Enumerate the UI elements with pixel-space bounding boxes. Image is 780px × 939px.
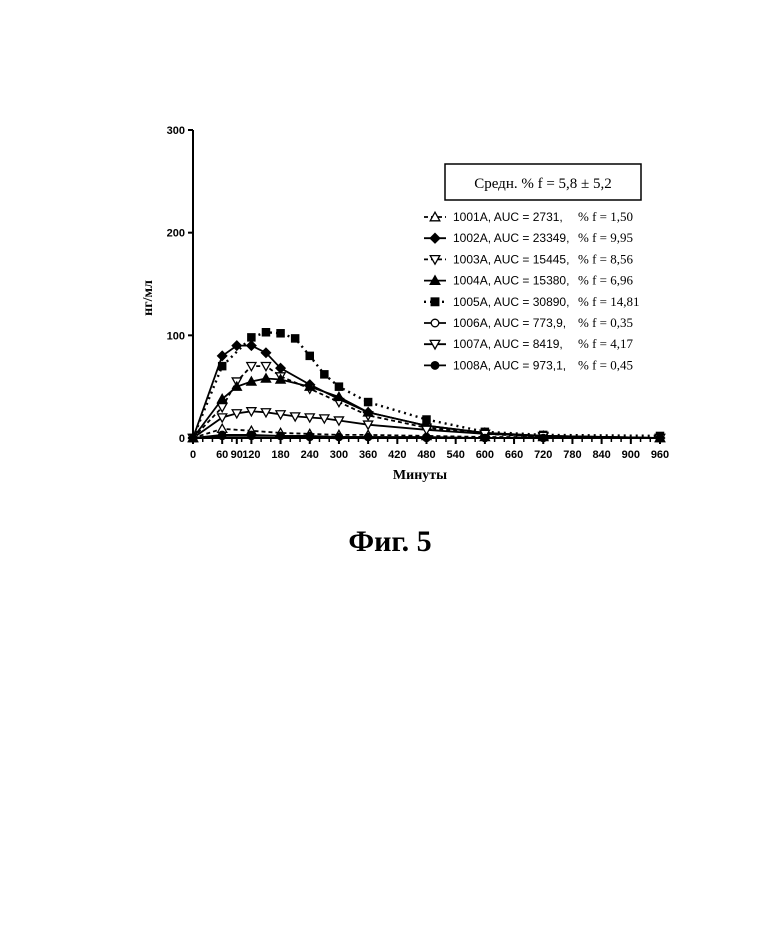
legend-f-value: % f = 0,45 — [578, 357, 633, 372]
y-tick-label: 200 — [167, 228, 185, 240]
y-tick-label: 300 — [167, 125, 185, 137]
data-point — [335, 383, 342, 390]
data-point — [540, 434, 547, 441]
x-tick-label: 960 — [651, 449, 669, 461]
x-tick-label: 900 — [622, 449, 640, 461]
legend-f-value: % f = 9,95 — [578, 230, 633, 245]
data-point — [277, 432, 284, 439]
data-point — [306, 352, 313, 359]
data-point — [431, 319, 439, 327]
data-point — [261, 363, 270, 371]
legend-label: 1004A, AUC = 15380, — [453, 274, 569, 288]
data-point — [365, 398, 372, 405]
data-point — [219, 432, 226, 439]
data-point — [430, 233, 440, 243]
data-point — [248, 334, 255, 341]
x-tick-label: 240 — [301, 449, 319, 461]
legend-entry: 1002A, AUC = 23349, % f = 9,95 — [424, 230, 633, 245]
legend-entry: 1006A, AUC = 773,9, % f = 0,35 — [424, 315, 633, 330]
legend-f-value: % f = 14,81 — [578, 294, 640, 309]
x-tick-label: 480 — [417, 449, 435, 461]
legend-f-value: % f = 0,35 — [578, 315, 633, 330]
data-point — [481, 434, 488, 441]
data-point — [247, 341, 256, 350]
figure-caption: Фиг. 5 — [0, 525, 780, 559]
x-tick-label: 720 — [534, 449, 552, 461]
summary-box: Средн. % f = 5,8 ± 5,2 — [445, 164, 641, 200]
legend-entry: 1003A, AUC = 15445, % f = 8,56 — [424, 251, 633, 266]
x-tick-label: 420 — [388, 449, 406, 461]
legend-entry: 1008A, AUC = 973,1, % f = 0,45 — [424, 357, 633, 372]
x-tick-label: 540 — [447, 449, 465, 461]
data-point — [262, 329, 269, 336]
summary-box-text: Средн. % f = 5,8 ± 5,2 — [474, 176, 612, 192]
x-tick-label: 840 — [592, 449, 610, 461]
x-tick-label: 600 — [476, 449, 494, 461]
legend-label: 1003A, AUC = 15445, — [453, 252, 569, 266]
legend-f-value: % f = 8,56 — [578, 251, 633, 266]
data-point — [335, 433, 342, 440]
data-point — [189, 434, 196, 441]
legend-f-value: % f = 6,96 — [578, 273, 633, 288]
legend-f-value: % f = 1,50 — [578, 209, 633, 224]
data-point — [423, 416, 430, 423]
data-point — [431, 362, 439, 370]
x-tick-label: 180 — [271, 449, 289, 461]
data-point — [292, 335, 299, 342]
legend-label: 1007A, AUC = 8419, — [453, 337, 563, 351]
legend-label: 1005A, AUC = 30890, — [453, 295, 569, 309]
y-axis-label: нг/мл — [141, 280, 156, 316]
data-point — [247, 363, 256, 371]
x-tick-label: 60 — [216, 449, 228, 461]
legend-entry: 1001A, AUC = 2731, % f = 1,50 — [424, 209, 633, 224]
data-point — [321, 371, 328, 378]
x-tick-label: 360 — [359, 449, 377, 461]
data-point — [431, 298, 439, 306]
x-tick-label: 0 — [190, 449, 196, 461]
legend-entry: 1004A, AUC = 15380, % f = 6,96 — [424, 273, 633, 288]
data-point — [306, 433, 313, 440]
legend-label: 1002A, AUC = 23349, — [453, 231, 569, 245]
data-point — [277, 330, 284, 337]
x-tick-label: 120 — [242, 449, 260, 461]
y-tick-label: 100 — [167, 330, 185, 342]
legend-label: 1008A, AUC = 973,1, — [453, 358, 566, 372]
data-point — [423, 434, 430, 441]
legend-entry: 1007A, AUC = 8419, % f = 4,17 — [424, 336, 633, 351]
x-axis-label: Минуты — [393, 468, 447, 483]
x-tick-label: 300 — [330, 449, 348, 461]
data-point — [365, 433, 372, 440]
legend-label: 1001A, AUC = 2731, — [453, 210, 563, 224]
x-tick-label: 90 — [231, 449, 243, 461]
data-point — [219, 363, 226, 370]
x-tick-label: 780 — [563, 449, 581, 461]
legend-f-value: % f = 4,17 — [578, 336, 633, 351]
legend-entry: 1005A, AUC = 30890, % f = 14,81 — [424, 294, 640, 309]
data-point — [248, 432, 255, 439]
x-tick-label: 660 — [505, 449, 523, 461]
data-point — [656, 434, 663, 441]
legend: 1001A, AUC = 2731, % f = 1,50 1002A, AUC =… — [424, 209, 640, 372]
legend-label: 1006A, AUC = 773,9, — [453, 316, 566, 330]
y-tick-label: 0 — [179, 433, 185, 445]
